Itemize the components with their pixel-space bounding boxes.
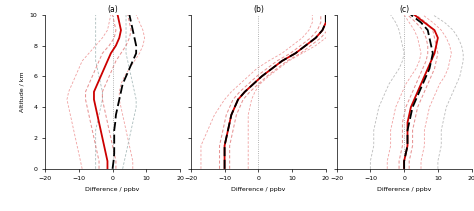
X-axis label: Difference / ppbv: Difference / ppbv — [377, 187, 431, 192]
Title: (a): (a) — [107, 5, 118, 14]
X-axis label: Difference / ppbv: Difference / ppbv — [231, 187, 285, 192]
Title: (c): (c) — [399, 5, 409, 14]
Y-axis label: Altitude / km: Altitude / km — [19, 72, 24, 112]
X-axis label: Difference / ppbv: Difference / ppbv — [85, 187, 140, 192]
Title: (b): (b) — [253, 5, 264, 14]
